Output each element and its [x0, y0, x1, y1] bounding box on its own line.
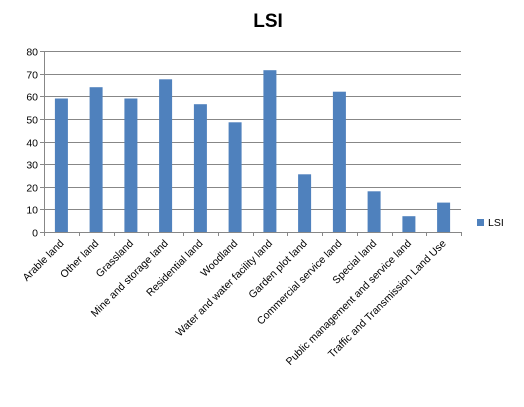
legend-swatch [477, 219, 484, 226]
y-tick-label: 80 [26, 47, 38, 59]
bar [332, 91, 346, 232]
gridlines [44, 51, 461, 210]
legend-label: LSI [488, 217, 504, 229]
bar [367, 191, 381, 232]
y-tick-label: 10 [26, 205, 38, 217]
bar [437, 202, 451, 232]
y-tick-label: 50 [26, 115, 38, 127]
x-category-label: Other land [58, 238, 101, 281]
legend: LSI [477, 217, 504, 229]
y-tick-label: 70 [26, 70, 38, 82]
bar [228, 122, 242, 232]
bar [402, 216, 416, 232]
y-tick-label: 0 [32, 228, 38, 240]
bar [124, 98, 138, 232]
axes [40, 51, 462, 236]
y-tick-label: 30 [26, 160, 38, 172]
y-tick-label: 60 [26, 92, 38, 104]
bar [263, 70, 277, 232]
bar [298, 174, 312, 232]
bar [193, 104, 207, 232]
bars [54, 70, 451, 232]
chart-title: LSI [253, 11, 283, 32]
bar [89, 87, 103, 232]
x-category-label: Arable land [20, 238, 66, 284]
y-tick-label: 20 [26, 183, 38, 195]
bar [159, 79, 173, 232]
bar [54, 98, 68, 232]
y-tick-label: 40 [26, 138, 38, 150]
y-axis-tick-labels: 0 10 20 30 40 50 60 70 80 [26, 47, 38, 240]
x-category-label: Public management and service land [284, 238, 414, 368]
